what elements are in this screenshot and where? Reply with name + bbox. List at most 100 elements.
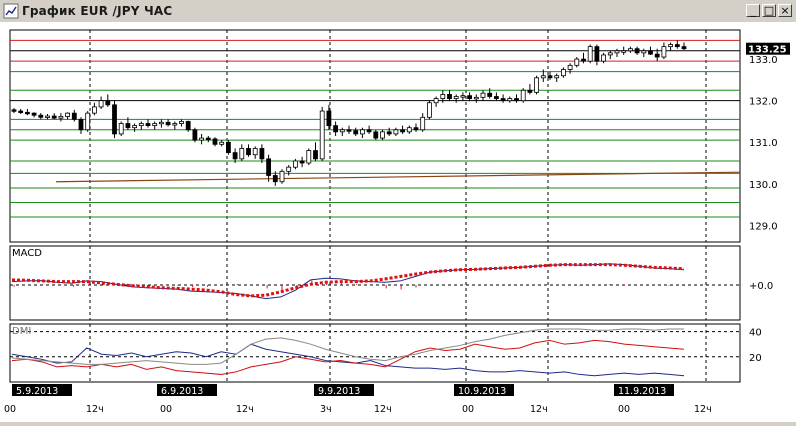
candle-body (225, 141, 231, 154)
candle-body (520, 89, 526, 102)
candle-body (493, 96, 499, 99)
candle-body (145, 123, 151, 127)
last-price-box (746, 42, 790, 55)
candle-body (634, 48, 640, 54)
candle-body (527, 89, 533, 93)
candle-body (433, 98, 439, 104)
time-axis-label: 3ч (320, 404, 332, 415)
title-bar[interactable]: График EUR /JPY ЧАС _ □ × (0, 0, 796, 23)
candle-body (92, 106, 97, 114)
candle-body (172, 123, 178, 126)
candle-body (339, 129, 345, 133)
candle-body (386, 131, 392, 135)
candle-body (654, 53, 660, 58)
dmi-plus-line (11, 343, 685, 377)
time-axis-label: 00 (4, 404, 16, 415)
candle-body (594, 46, 600, 62)
candle-body (346, 129, 352, 132)
close-button[interactable]: × (778, 4, 792, 17)
candle-body (547, 75, 553, 79)
date-label-box (314, 384, 374, 396)
candle-body (299, 160, 305, 164)
candle-body (232, 152, 238, 160)
candle-body (507, 98, 513, 102)
candle-body (567, 64, 573, 70)
candle-body (674, 44, 680, 48)
candle-body (71, 112, 77, 120)
candle-body (614, 50, 620, 54)
candle-body (179, 121, 184, 124)
candle-body (326, 110, 332, 127)
candle-body (440, 94, 446, 99)
time-axis-label: 12ч (530, 404, 548, 415)
candle-body (152, 123, 158, 127)
candle-body (480, 92, 486, 98)
candle-body (212, 138, 218, 145)
candle-body (453, 96, 459, 99)
candle-body (138, 123, 144, 127)
candle-body (607, 52, 613, 56)
candle-body (540, 75, 546, 79)
candle-body (380, 131, 385, 139)
candle-body (78, 118, 84, 131)
candle-body (500, 98, 506, 102)
candle-body (373, 131, 379, 139)
candle-body (514, 98, 519, 102)
minimize-button[interactable]: _ (746, 4, 760, 17)
candle-body (132, 125, 138, 129)
maximize-button[interactable]: □ (762, 4, 776, 17)
candle-body (272, 175, 278, 183)
candle-body (554, 75, 560, 79)
price-tick-label: 132.0 (749, 97, 778, 108)
candle-body (648, 50, 653, 55)
candle-body (266, 158, 272, 176)
candle-body (460, 95, 466, 98)
candle-body (487, 92, 493, 97)
date-label: 6.9.2013 (161, 386, 203, 397)
candle-body (534, 77, 539, 93)
candle-body (65, 112, 70, 117)
moving-average-line (55, 171, 741, 183)
candle-body (219, 141, 225, 145)
time-axis-label: 12ч (236, 404, 254, 415)
candle-body (205, 137, 211, 140)
candle-body (239, 148, 245, 160)
candle-body (333, 125, 339, 133)
date-label: 11.9.2013 (618, 386, 666, 397)
candle-body (192, 129, 198, 141)
candle-body (587, 46, 593, 62)
date-label: 10.9.2013 (458, 386, 506, 397)
chart-app-icon (3, 3, 19, 19)
candle-body (11, 109, 17, 112)
candle-body (393, 129, 399, 135)
candle-body (105, 100, 111, 106)
candle-body (621, 50, 627, 53)
candle-body (366, 129, 372, 133)
candle-body (353, 130, 359, 135)
time-axis-label: 00 (462, 404, 474, 415)
candle-body (668, 44, 673, 48)
candle-body (467, 95, 473, 99)
candle-body (581, 58, 586, 62)
time-axis-label: 00 (618, 404, 630, 415)
candle-body (51, 115, 57, 119)
dmi-tick-label: 20 (749, 353, 762, 364)
candle-body (199, 137, 205, 141)
candle-body (681, 46, 687, 50)
candle-body (661, 46, 667, 58)
dmi-tick-label: 40 (749, 328, 762, 339)
candle-body (45, 115, 50, 118)
window-title: График EUR /JPY ЧАС (22, 4, 173, 18)
candle-body (561, 69, 566, 77)
candle-body (158, 121, 164, 125)
candle-body (279, 170, 285, 183)
candle-body (628, 48, 633, 52)
candle-body (641, 50, 647, 54)
price-tick-label: 130.0 (749, 180, 778, 191)
candle-body (601, 54, 606, 62)
candle-body (319, 110, 325, 160)
macd-title: MACD (12, 248, 42, 259)
candle-body (426, 102, 432, 118)
date-label-box (454, 384, 514, 396)
